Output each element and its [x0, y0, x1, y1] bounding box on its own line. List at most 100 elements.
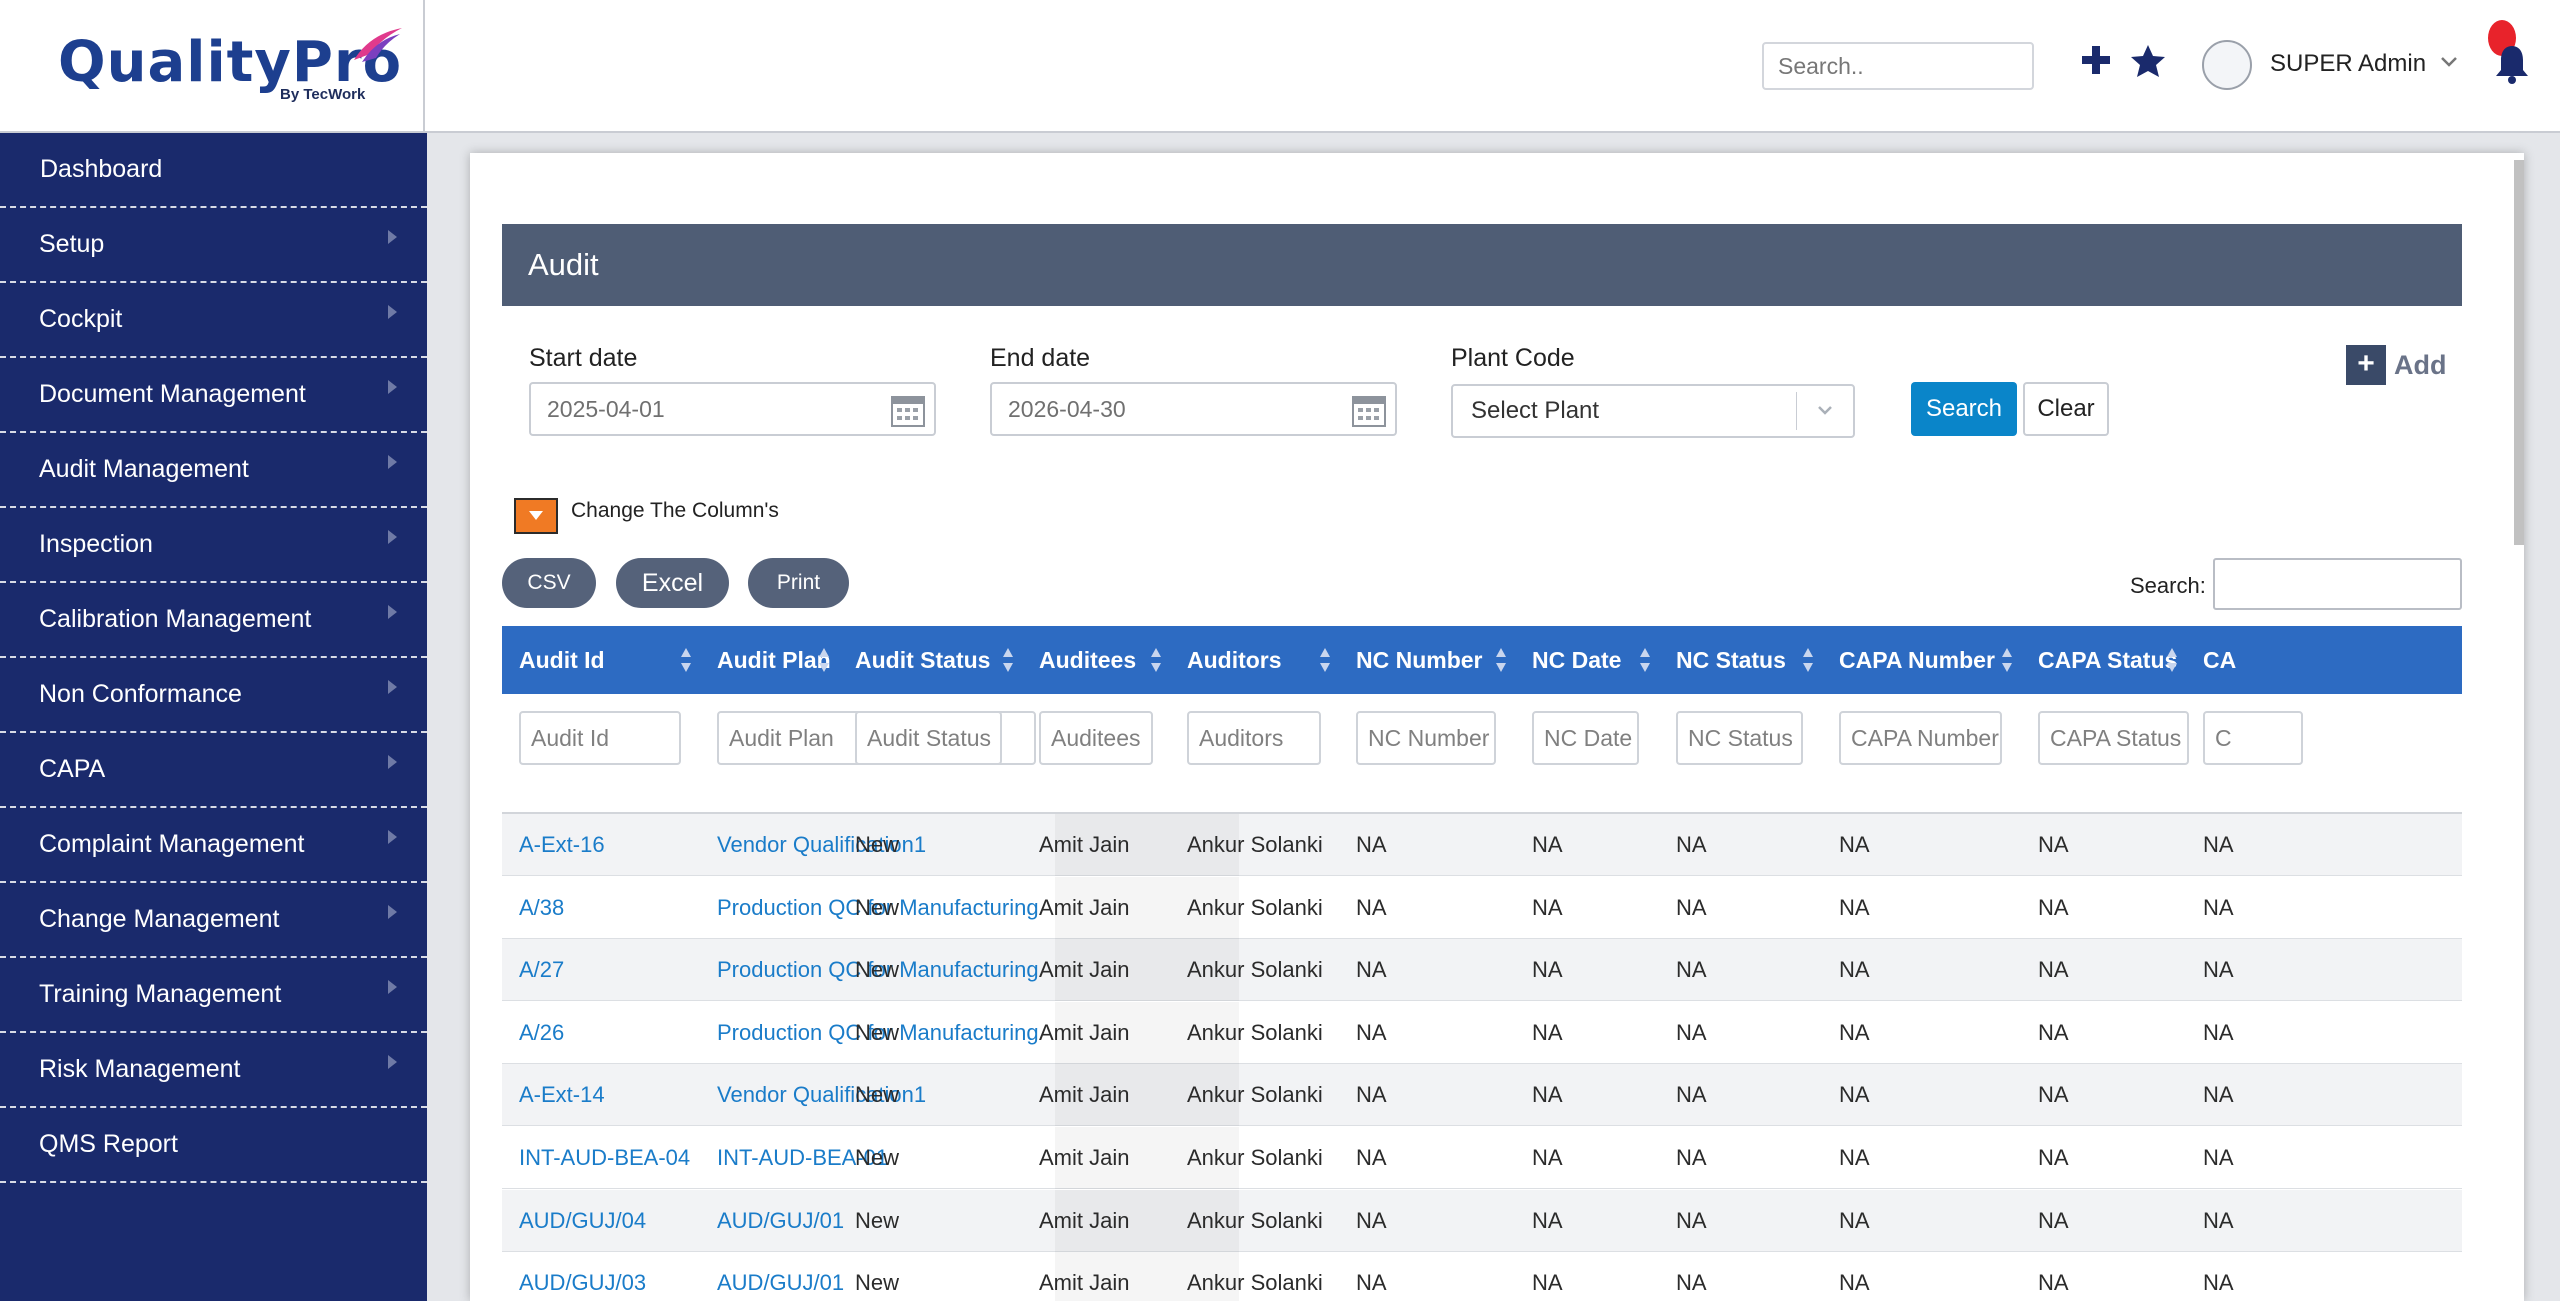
csv-button[interactable]: CSV — [502, 558, 596, 608]
table-row[interactable]: A-Ext-14 Vendor Qualification1 New Amit Jai… — [502, 1064, 2462, 1127]
sidebar-item-training-management[interactable]: Training Management — [0, 958, 427, 1033]
header-search-input[interactable]: Search.. — [1762, 42, 2034, 90]
add-button-label: Add — [2394, 350, 2447, 380]
column-header-nc-status[interactable]: NC Status — [1676, 647, 1786, 673]
excel-button[interactable]: Excel — [616, 558, 729, 608]
audit-plan-link[interactable]: AUD/GUJ/01 — [717, 1270, 845, 1296]
sidebar-item-risk-management[interactable]: Risk Management — [0, 1033, 427, 1108]
star-icon[interactable] — [2130, 44, 2166, 78]
column-header-audit-status[interactable]: Audit Status — [855, 647, 991, 673]
audit-id-link[interactable]: AUD/GUJ/04 — [519, 1207, 647, 1233]
audit-plan-link[interactable]: Production QC for Manufacturing — [717, 1019, 1039, 1045]
calendar-icon[interactable] — [890, 392, 926, 428]
table-row[interactable]: A/38 Production QC for Manufacturing New Am… — [502, 876, 2462, 939]
filter-input-auditees[interactable]: Auditees — [1039, 711, 1153, 765]
table-search-label: Search: — [2130, 573, 2206, 598]
column-header-ca[interactable]: CA — [2203, 647, 2237, 673]
table-row[interactable]: AUD/GUJ/04 AUD/GUJ/01 New Amit Jain Ankur So… — [502, 1189, 2462, 1252]
audit-id-link[interactable]: A/27 — [519, 957, 565, 983]
sidebar-item-setup[interactable]: Setup — [0, 208, 427, 283]
avatar[interactable] — [2202, 40, 2252, 90]
sort-icon[interactable] — [818, 646, 830, 674]
table-row[interactable]: A/27 Production QC for Manufacturing New Am… — [502, 939, 2462, 1002]
sidebar-item-non-conformance[interactable]: Non Conformance — [0, 658, 427, 733]
sort-icon[interactable] — [1002, 646, 1014, 674]
search-button[interactable]: Search — [1911, 382, 2017, 436]
audit-id-link[interactable]: A/38 — [519, 894, 565, 920]
filter-input-auditors[interactable]: Auditors — [1187, 711, 1321, 765]
table-row[interactable]: A-Ext-16 Vendor Qualification1 New Amit Jai… — [502, 814, 2462, 876]
user-name[interactable]: SUPER Admin — [2270, 50, 2427, 77]
table-row[interactable]: AUD/GUJ/03 AUD/GUJ/01 New Amit Jain Ankur So… — [502, 1252, 2462, 1301]
end-date-field[interactable]: 2026-04-30 — [990, 382, 1397, 436]
column-header-audit-id[interactable]: Audit Id — [519, 647, 605, 673]
audit-id-link[interactable]: A-Ext-16 — [519, 832, 605, 857]
calendar-icon[interactable] — [1351, 392, 1387, 428]
sidebar-item-calibration-management[interactable]: Calibration Management — [0, 583, 427, 658]
sort-icon[interactable] — [1150, 646, 1162, 674]
clear-button[interactable]: Clear — [2023, 382, 2109, 436]
sort-icon[interactable] — [2001, 646, 2013, 674]
column-header-auditors[interactable]: Auditors — [1187, 647, 1282, 673]
table-cell: NA — [1532, 894, 1563, 920]
table-cell: NA — [1532, 1207, 1563, 1233]
sidebar-item-label: Complaint Management — [39, 830, 305, 858]
column-header-capa-number[interactable]: CAPA Number — [1839, 647, 1995, 673]
filter-input-c[interactable]: C — [2203, 711, 2303, 765]
chevron-down-icon[interactable] — [2440, 56, 2458, 68]
filter-input-audit-status[interactable]: Audit Status — [855, 711, 1002, 765]
plus-icon[interactable] — [2080, 44, 2112, 76]
sidebar-item-complaint-management[interactable]: Complaint Management — [0, 808, 427, 883]
logo[interactable]: QualityPro By TecWork — [0, 0, 425, 133]
filter-input-capa-status[interactable]: CAPA Status — [2038, 711, 2189, 765]
sidebar-item-cockpit[interactable]: Cockpit — [0, 283, 427, 358]
add-button[interactable]: + Add — [2346, 345, 2446, 385]
filter-input-capa-number[interactable]: CAPA Number — [1839, 711, 2002, 765]
audit-id-link[interactable]: A-Ext-14 — [519, 1082, 605, 1108]
filter-input-audit-id[interactable]: Audit Id — [519, 711, 681, 765]
audit-plan-link[interactable]: Production QC for Manufacturing — [717, 957, 1039, 983]
audit-id-link[interactable]: AUD/GUJ/03 — [519, 1270, 647, 1296]
table-cell: NA — [1676, 1270, 1707, 1296]
sidebar-item-dashboard[interactable]: Dashboard — [0, 133, 427, 208]
filter-input-nc-number[interactable]: NC Number — [1356, 711, 1496, 765]
audit-plan-link[interactable]: Production QC for Manufacturing — [717, 894, 1039, 920]
table-cell: NA — [2203, 894, 2234, 920]
print-button[interactable]: Print — [748, 558, 849, 608]
change-columns-label: Change The Column's — [571, 499, 779, 522]
sort-icon[interactable] — [680, 646, 692, 674]
sidebar-item-change-management[interactable]: Change Management — [0, 883, 427, 958]
sort-icon[interactable] — [1319, 646, 1331, 674]
table-row[interactable]: INT-AUD-BEA-04 INT-AUD-BEA-01 New Amit Jain… — [502, 1127, 2462, 1189]
audit-plan-link[interactable]: Vendor Qualification1 — [717, 832, 927, 857]
sidebar-item-inspection[interactable]: Inspection — [0, 508, 427, 583]
filter-input-nc-status[interactable]: NC Status — [1676, 711, 1803, 765]
audit-plan-link[interactable]: INT-AUD-BEA-01 — [717, 1145, 889, 1170]
plant-code-select[interactable]: Select Plant — [1451, 384, 1855, 438]
audit-id-link[interactable]: INT-AUD-BEA-04 — [519, 1145, 691, 1170]
sidebar-item-qms-report[interactable]: QMS Report — [0, 1108, 427, 1183]
column-header-audit-plan[interactable]: Audit Plan — [717, 647, 831, 673]
sidebar-item-document-management[interactable]: Document Management — [0, 358, 427, 433]
scrollbar[interactable] — [2514, 160, 2524, 545]
column-header-nc-number[interactable]: NC Number — [1356, 647, 1483, 673]
table-row[interactable]: A/26 Production QC for Manufacturing New Am… — [502, 1001, 2462, 1064]
audit-plan-link[interactable]: Vendor Qualification1 — [717, 1082, 927, 1108]
sidebar-item-capa[interactable]: CAPA — [0, 733, 427, 808]
filter-input-nc-date[interactable]: NC Date — [1532, 711, 1639, 765]
sidebar: Dashboard Setup Cockpit Document Management… — [0, 133, 427, 1301]
table-search-input[interactable] — [2213, 558, 2462, 610]
column-header-auditees[interactable]: Auditees — [1039, 647, 1137, 673]
bell-icon[interactable] — [2494, 42, 2530, 84]
audit-id-link[interactable]: A/26 — [519, 1019, 565, 1045]
column-header-nc-date[interactable]: NC Date — [1532, 647, 1622, 673]
sort-icon[interactable] — [1802, 646, 1814, 674]
audit-plan-link[interactable]: AUD/GUJ/01 — [717, 1207, 845, 1233]
sort-icon[interactable] — [1639, 646, 1651, 674]
sort-icon[interactable] — [2166, 646, 2178, 674]
sidebar-item-audit-management[interactable]: Audit Management — [0, 433, 427, 508]
change-columns-toggle[interactable] — [514, 498, 558, 534]
sort-icon[interactable] — [1495, 646, 1507, 674]
column-header-capa-status[interactable]: CAPA Status — [2038, 647, 2178, 673]
start-date-field[interactable]: 2025-04-01 — [529, 382, 936, 436]
